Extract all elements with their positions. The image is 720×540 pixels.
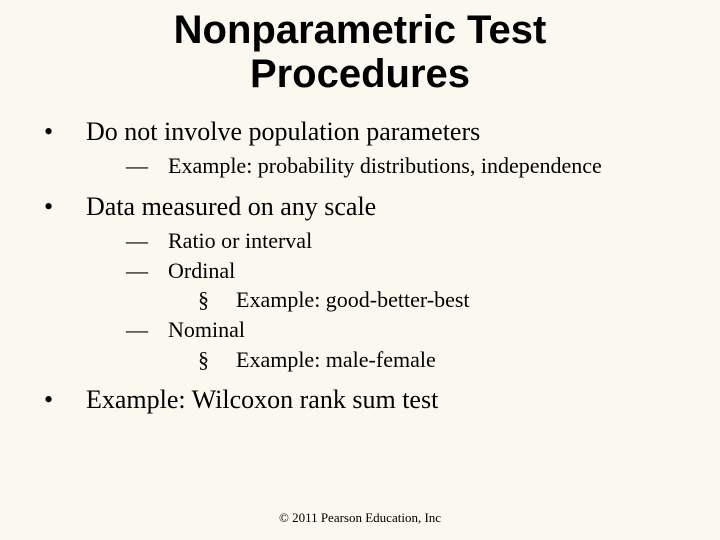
slide: Nonparametric Test Procedures Do not inv…: [0, 0, 720, 540]
bullet-1-sublist: Example: probability distributions, inde…: [86, 151, 692, 181]
bullet-3: Example: Wilcoxon rank sum test: [28, 382, 692, 417]
bullet-2: Data measured on any scale Ratio or inte…: [28, 189, 692, 375]
bullet-2-2-text: Ordinal: [168, 258, 235, 283]
bullet-1: Do not involve population parameters Exa…: [28, 114, 692, 181]
bullet-2-3: Nominal Example: male-female: [86, 315, 692, 374]
bullet-2-2-1-text: Example: good-better-best: [236, 287, 470, 312]
bullet-2-2-1: Example: good-better-best: [168, 285, 692, 315]
bullet-list: Do not involve population parameters Exa…: [28, 114, 692, 417]
bullet-2-2-sublist: Example: good-better-best: [168, 285, 692, 315]
slide-title: Nonparametric Test Procedures: [28, 8, 692, 96]
bullet-1-text: Do not involve population parameters: [86, 117, 480, 146]
bullet-2-1: Ratio or interval: [86, 226, 692, 256]
bullet-2-3-1: Example: male-female: [168, 345, 692, 375]
bullet-2-1-text: Ratio or interval: [168, 228, 312, 253]
copyright-footer: © 2011 Pearson Education, Inc: [0, 510, 720, 526]
bullet-3-text: Example: Wilcoxon rank sum test: [86, 385, 438, 414]
bullet-2-2: Ordinal Example: good-better-best: [86, 256, 692, 315]
bullet-2-sublist: Ratio or interval Ordinal Example: good-…: [86, 226, 692, 374]
bullet-2-3-1-text: Example: male-female: [236, 347, 436, 372]
bullet-1-1-text: Example: probability distributions, inde…: [168, 153, 602, 178]
bullet-1-1: Example: probability distributions, inde…: [86, 151, 692, 181]
title-line-1: Nonparametric Test: [174, 8, 547, 52]
bullet-2-text: Data measured on any scale: [86, 192, 376, 221]
title-line-2: Procedures: [250, 52, 470, 96]
bullet-2-3-text: Nominal: [168, 317, 245, 342]
bullet-2-3-sublist: Example: male-female: [168, 345, 692, 375]
